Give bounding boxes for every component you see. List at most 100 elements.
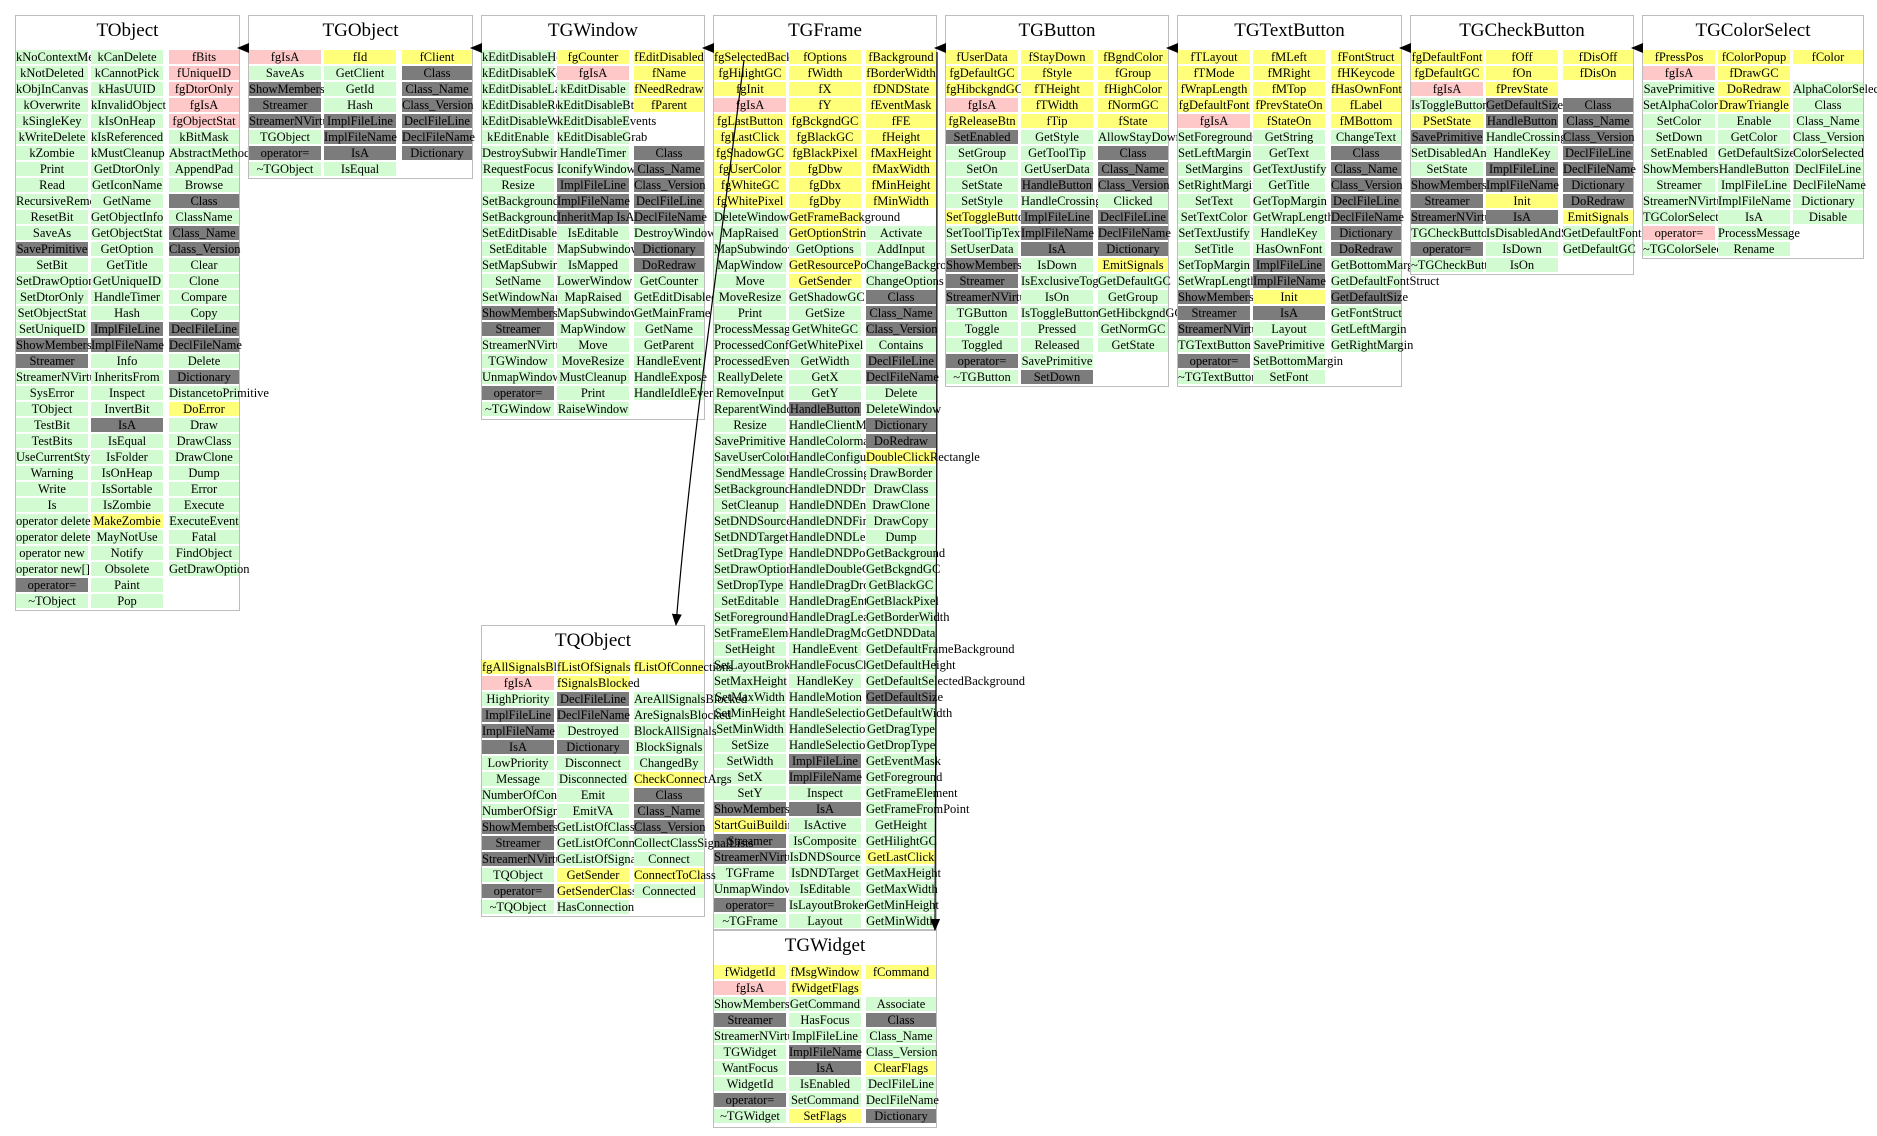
member-fgdbw: fgDbw xyxy=(789,162,861,176)
member-drawcopy: DrawCopy xyxy=(866,514,936,528)
member-execute: Execute xyxy=(169,498,239,512)
member-declfilename: DeclFileName xyxy=(1331,210,1404,224)
member-fwidgetid: fWidgetId xyxy=(714,965,786,979)
member-init: Init xyxy=(1253,290,1325,304)
member-isexclusivetoggle: IsExclusiveToggle xyxy=(1021,274,1114,288)
member-getlastclick: GetLastClick xyxy=(866,850,936,864)
member-startguibuilding: StartGuiBuilding xyxy=(714,818,801,832)
member-getnormgc: GetNormGC xyxy=(1098,322,1168,336)
member-column-2: fMsgWindow fWidgetFlags GetCommand HasFocus… xyxy=(789,965,862,1125)
member-handlebutton: HandleButton xyxy=(789,402,861,416)
member-fgisa: fgIsA xyxy=(482,676,554,690)
member-widgetid: WidgetId xyxy=(714,1077,786,1091)
member-streamernvirtual: StreamerNVirtual xyxy=(482,852,571,866)
member-fghilightgc: fgHilightGC xyxy=(714,66,786,80)
member-column-2: fListOfSignals fSignalsBlocked DeclFileLin… xyxy=(557,660,672,916)
member-handleselection: HandleSelection xyxy=(789,706,872,720)
member-fuserdata: fUserData xyxy=(946,50,1018,64)
member-isa: IsA xyxy=(1021,242,1093,256)
member-handleidleevent: HandleIdleEvent xyxy=(634,386,719,400)
member-drawclone: DrawClone xyxy=(866,498,936,512)
member-fid: fId xyxy=(324,50,396,64)
member-streamernvirtual: StreamerNVirtual xyxy=(249,114,338,128)
member-fmleft: fMLeft xyxy=(1253,50,1325,64)
member-drawborder: DrawBorder xyxy=(866,466,936,480)
member-isenabled: IsEnabled xyxy=(789,1077,861,1091)
member-foff: fOff xyxy=(1486,50,1558,64)
member-column-1: fTLayout fTMode fWrapLength fgDefaultFont fg… xyxy=(1178,50,1281,386)
member-contains: Contains xyxy=(866,338,936,352)
member-declfileline: DeclFileLine xyxy=(634,194,704,208)
member-fheight: fHeight xyxy=(866,130,936,144)
member-declfilename: DeclFileName xyxy=(634,210,707,224)
member-changeoptions: ChangeOptions xyxy=(866,274,944,288)
member-setenabled: SetEnabled xyxy=(946,130,1018,144)
member-warning: Warning xyxy=(16,466,88,480)
member-browse: Browse xyxy=(169,178,239,192)
member-column-1: fWidgetId fgIsA ShowMembers Streamer Streame… xyxy=(714,965,803,1125)
member-notify: Notify xyxy=(91,546,163,560)
member-getdragtype: GetDragType xyxy=(866,722,936,736)
member-isdndsource: IsDNDSource xyxy=(789,850,861,864)
member-fgdefaultgc: fgDefaultGC xyxy=(946,66,1018,80)
member-changetext: ChangeText xyxy=(1331,130,1401,144)
member-class: Class xyxy=(634,146,704,160)
member-handlebutton: HandleButton xyxy=(1486,114,1558,128)
member-column-2: fOptions fWidth fX fY fgBckgndGC fgBlackGC fgB… xyxy=(789,50,913,930)
member-getsize: GetSize xyxy=(789,306,861,320)
member-inheritmap-isa: InheritMap IsA xyxy=(557,210,635,224)
class-title: TGCheckButton xyxy=(1459,20,1585,41)
member-fgblackgc: fgBlackGC xyxy=(789,130,861,144)
member-emit: Emit xyxy=(557,788,629,802)
class-box-tgcolorselect: TGColorSelect fPressPos fgIsA SavePrimitive… xyxy=(1642,15,1877,259)
member-setenabled: SetEnabled xyxy=(1643,146,1715,160)
member-keditenable: kEditEnable xyxy=(482,130,554,144)
member-fgisa: fgIsA xyxy=(1411,82,1483,96)
member-invertbit: InvertBit xyxy=(91,402,163,416)
member-addinput: AddInput xyxy=(866,242,936,256)
member-fminwidth: fMinWidth xyxy=(866,194,936,208)
member-getmaxwidth: GetMaxWidth xyxy=(866,882,938,896)
member-implfileline: ImplFileLine xyxy=(91,322,163,336)
member-reallydelete: ReallyDelete xyxy=(714,370,786,384)
member-testbit: TestBit xyxy=(16,418,88,432)
member-fgreleasebtn: fgReleaseBtn xyxy=(946,114,1018,128)
member-inspect: Inspect xyxy=(91,386,163,400)
member-declfileline: DeclFileLine xyxy=(402,114,472,128)
member-message: Message xyxy=(482,772,554,786)
member-setsize: SetSize xyxy=(714,738,786,752)
member-setcommand: SetCommand xyxy=(789,1093,861,1107)
member-class-name: Class_Name xyxy=(1563,114,1633,128)
member-ison: IsOn xyxy=(1021,290,1093,304)
member-getblackpixel: GetBlackPixel xyxy=(866,594,939,608)
member-getstate: GetState xyxy=(1098,338,1168,352)
member-print: Print xyxy=(714,306,786,320)
member-disconnect: Disconnect xyxy=(557,756,629,770)
member-fdisoff: fDisOff xyxy=(1563,50,1633,64)
member-draw: Draw xyxy=(169,418,239,432)
member-fgdefaultfont: fgDefaultFont xyxy=(1411,50,1483,64)
member-column-1: fgAllSignalsBlocked fgIsA HighPriority Impl… xyxy=(482,660,599,916)
member-getdefaultsize: GetDefaultSize xyxy=(866,690,944,704)
member-getlistofsignals: GetListOfSignals xyxy=(557,852,645,866)
member-appendpad: AppendPad xyxy=(169,162,239,176)
member-fgisa: fgIsA xyxy=(249,50,321,64)
member-gettextjustify: GetTextJustify xyxy=(1253,162,1327,176)
member-fgdtoronly: fgDtorOnly xyxy=(169,82,239,96)
member-declfileline: DeclFileLine xyxy=(169,322,239,336)
class-box-tgtextbutton: TGTextButton fTLayout fTMode fWrapLength fgD… xyxy=(1177,15,1439,387)
member-tgwidget: TGWidget xyxy=(714,1045,786,1059)
member-showmembers: ShowMembers xyxy=(16,338,92,352)
member-handlebutton: HandleButton xyxy=(1021,178,1093,192)
member-column-2: kCanDelete kCannotPick kHasUUID kInvalidObj… xyxy=(91,50,166,610)
member-class-name: Class_Name xyxy=(634,162,704,176)
member-fhasownfont: fHasOwnFont xyxy=(1331,82,1402,96)
member-connect: Connect xyxy=(634,852,704,866)
member-operator: operator= xyxy=(1411,242,1483,256)
member-dictionary: Dictionary xyxy=(557,740,629,754)
member-setstate: SetState xyxy=(946,178,1018,192)
member-ftmode: fTMode xyxy=(1178,66,1250,80)
member-ffe: fFE xyxy=(866,114,936,128)
member-setframeelement: SetFrameElement xyxy=(714,626,804,640)
member-handledndleave: HandleDNDLeave xyxy=(789,530,883,544)
